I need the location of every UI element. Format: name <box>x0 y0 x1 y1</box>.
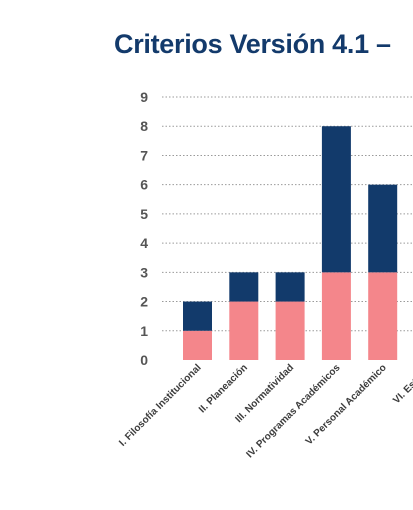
x-tick-label: V. Personal Académico <box>304 362 389 447</box>
y-tick-label: 9 <box>140 89 148 105</box>
bar-segment <box>229 272 259 302</box>
chart-title: Criterios Versión 4.1 – <box>114 29 391 59</box>
bar-segment <box>275 272 305 302</box>
bar-segment <box>275 301 305 360</box>
bar-segment <box>368 272 398 360</box>
y-tick-label: 7 <box>140 147 148 163</box>
x-tick-label: I. Filosofía Institucional <box>117 362 204 449</box>
bars <box>183 126 398 360</box>
bar-segment <box>183 330 212 360</box>
bar-segment <box>321 272 351 360</box>
bar-segment <box>368 184 398 273</box>
x-tick-label: IV. Programas Académicos <box>244 362 342 460</box>
x-tick-label: II. Planeación <box>197 362 250 415</box>
bar-segment <box>183 301 212 331</box>
y-axis-ticks: 0 1 2 3 4 5 6 7 8 9 <box>140 89 148 368</box>
y-tick-label: 1 <box>140 323 148 339</box>
y-tick-label: 2 <box>140 294 148 310</box>
y-tick-label: 4 <box>140 235 148 251</box>
bar-segment <box>321 126 351 273</box>
x-tick-label: VI. Estudia <box>391 362 413 406</box>
y-tick-label: 8 <box>140 118 148 134</box>
y-tick-label: 0 <box>140 352 148 368</box>
bar-segment <box>229 301 259 360</box>
y-tick-label: 5 <box>140 206 148 222</box>
y-tick-label: 6 <box>140 177 148 193</box>
y-tick-label: 3 <box>140 264 148 280</box>
